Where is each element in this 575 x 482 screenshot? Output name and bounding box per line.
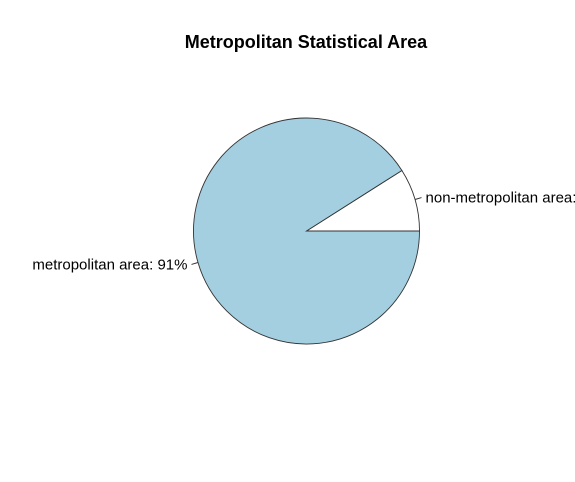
pie-slice-1	[193, 117, 420, 345]
leader-line-0	[414, 197, 422, 200]
slice-label-1: metropolitan area: 91%	[32, 256, 187, 273]
leader-line-1	[191, 262, 199, 265]
slice-label-0: non-metropolitan area: 9%	[426, 190, 575, 207]
chart-title: Metropolitan Statistical Area	[185, 32, 428, 52]
labels-layer: non-metropolitan area: 9% metropolitan ar…	[32, 190, 575, 274]
slices-layer	[193, 117, 420, 345]
